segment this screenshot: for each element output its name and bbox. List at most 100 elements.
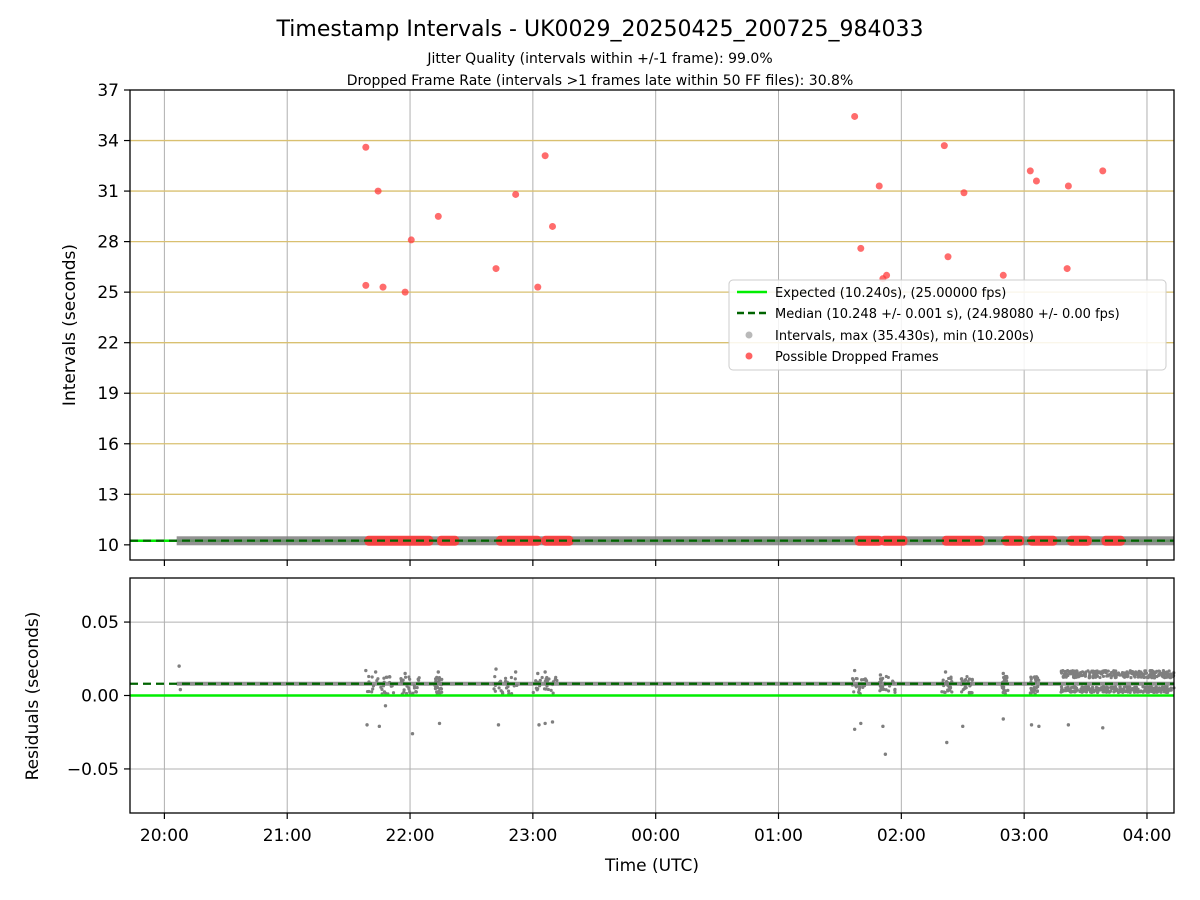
- residual-point: [534, 686, 538, 690]
- residual-point: [1119, 687, 1124, 691]
- residual-point: [941, 678, 945, 682]
- residual-point: [1121, 690, 1125, 695]
- residual-point: [438, 687, 442, 691]
- dropped-frame-point: [534, 283, 542, 291]
- dropped-frame-point: [401, 288, 409, 296]
- intervals-y-tick-label: 37: [97, 81, 119, 101]
- residual-point: [1166, 672, 1170, 677]
- residual-point: [966, 679, 970, 684]
- residuals-marks: [130, 664, 1176, 756]
- residual-outlier-point: [377, 724, 382, 729]
- legend-expected-label: Expected (10.240s), (25.00000 fps): [775, 286, 1006, 301]
- dropped-frame-point: [379, 283, 387, 291]
- residual-outlier-point: [550, 720, 555, 724]
- intervals-y-tick-label: 13: [97, 485, 119, 505]
- residual-point: [371, 687, 375, 691]
- residual-outlier-point: [543, 721, 547, 726]
- residual-outlier-point: [494, 667, 498, 671]
- residual-point: [1133, 675, 1137, 679]
- residual-point: [407, 686, 411, 690]
- residual-outlier-point: [513, 670, 518, 674]
- residual-point: [540, 675, 544, 680]
- residuals-x-tick-label: 20:00: [140, 826, 189, 846]
- residual-point: [963, 686, 967, 691]
- dropped-frame-point: [1032, 177, 1040, 185]
- intervals-y-tick-label: 25: [97, 283, 119, 303]
- dropped-frame-point: [1063, 265, 1071, 273]
- residual-point: [1145, 690, 1149, 694]
- residual-outlier-point: [383, 704, 388, 708]
- residual-point: [1129, 671, 1133, 675]
- residuals-x-tick-label: 00:00: [631, 826, 680, 846]
- residual-point: [1035, 689, 1040, 693]
- residual-outlier-point: [852, 727, 857, 731]
- residual-outlier-point: [881, 724, 885, 729]
- residual-point: [367, 680, 371, 684]
- residual-point: [887, 689, 891, 693]
- dropped-frame-run: [496, 535, 542, 546]
- residual-point: [537, 684, 542, 688]
- legend-median-label: Median (10.248 +/- 0.001 s), (24.98080 +…: [775, 307, 1120, 322]
- residual-point: [1091, 686, 1095, 691]
- chart-legend: Expected (10.240s), (25.00000 fps) Media…: [728, 279, 1167, 371]
- residual-point: [1060, 671, 1064, 675]
- residual-point: [370, 675, 374, 679]
- residual-point: [506, 685, 510, 689]
- residual-point: [1154, 670, 1158, 674]
- residual-point: [1080, 690, 1084, 694]
- residual-point: [1004, 675, 1008, 679]
- chart-title: Timestamp Intervals - UK0029_20250425_20…: [276, 17, 924, 42]
- dropped-frame-point: [434, 212, 442, 220]
- residual-point: [438, 691, 442, 695]
- residual-point: [1114, 686, 1118, 690]
- residual-outlier-point: [883, 752, 888, 756]
- residual-point: [512, 684, 516, 688]
- residual-outlier-point: [1029, 723, 1034, 727]
- residual-point: [1157, 669, 1161, 673]
- residual-point: [385, 675, 389, 679]
- residual-point: [944, 681, 948, 685]
- legend-dropped-label: Possible Dropped Frames: [775, 350, 939, 365]
- chart-subtitle-jitter: Jitter Quality (intervals within +/-1 fr…: [426, 51, 772, 67]
- residual-point: [1106, 669, 1110, 673]
- dropped-frame-run: [1101, 535, 1125, 546]
- dropped-frame-point: [999, 271, 1007, 279]
- residual-point: [1059, 689, 1064, 694]
- residual-point: [857, 686, 862, 690]
- residual-point: [948, 686, 952, 690]
- residual-point: [543, 679, 547, 683]
- residual-point: [544, 687, 548, 691]
- dropped-frame-point: [407, 236, 415, 244]
- legend-box: [728, 279, 1167, 371]
- residual-point: [497, 686, 501, 690]
- residual-point: [415, 686, 419, 690]
- residual-point: [1082, 685, 1087, 690]
- residual-point: [546, 687, 550, 692]
- residual-point: [855, 677, 859, 681]
- residual-point: [1062, 674, 1066, 679]
- dropped-frame-point: [851, 112, 859, 120]
- chart-subtitle-dropped: Dropped Frame Rate (intervals >1 frames …: [347, 73, 854, 89]
- residual-point: [1150, 674, 1155, 678]
- residual-outlier-point: [961, 724, 965, 729]
- residuals-x-tick-label: 22:00: [386, 826, 435, 846]
- residual-point: [1149, 671, 1153, 675]
- residual-outlier-point: [178, 687, 183, 692]
- residual-point: [967, 677, 972, 681]
- dropped-frame-point: [1099, 167, 1107, 175]
- residual-point: [547, 677, 551, 681]
- residual-point: [433, 677, 438, 681]
- residual-point: [950, 690, 954, 694]
- intervals-y-tick-label: 28: [97, 233, 119, 253]
- residual-outlier-point: [177, 664, 181, 668]
- residual-point: [1122, 671, 1127, 675]
- residual-point: [942, 690, 946, 694]
- residual-point: [1074, 689, 1078, 693]
- residual-point: [1132, 690, 1137, 694]
- intervals-y-tick-label: 22: [97, 334, 119, 354]
- residual-point: [503, 676, 508, 680]
- residual-point: [551, 691, 555, 695]
- dropped-frame-run: [854, 535, 883, 546]
- residual-point: [1069, 689, 1074, 693]
